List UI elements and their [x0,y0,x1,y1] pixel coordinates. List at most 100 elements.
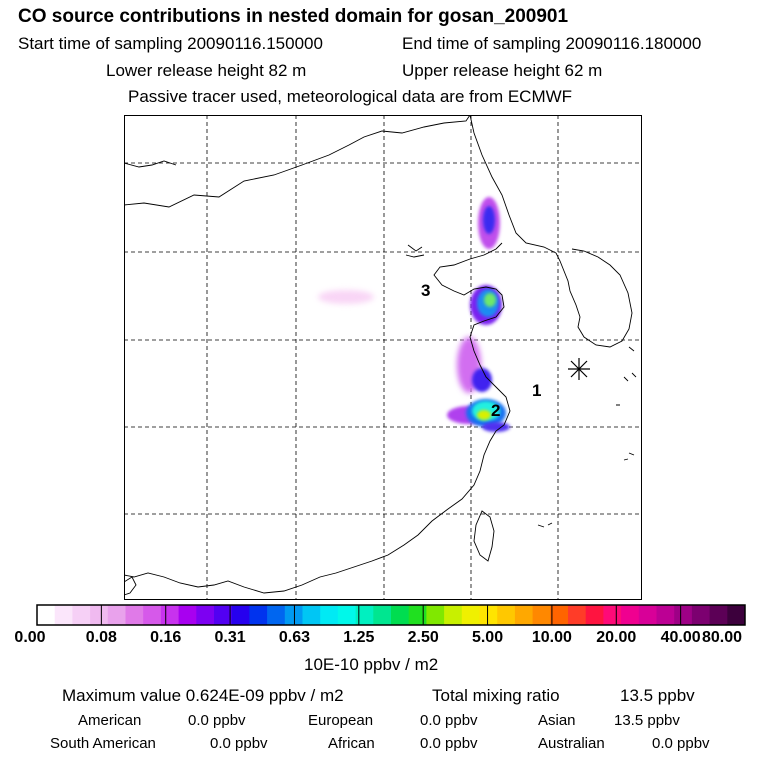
colorbar-cell [214,605,233,625]
colorbar-cell [355,605,374,625]
coast-northeast [469,115,557,254]
colorbar-cells [37,605,746,625]
region-label-african: African [328,735,375,752]
colorbar-cell [160,605,180,625]
plume-south-blue [472,368,492,392]
map-label-2: 2 [491,401,500,420]
islands-south [537,522,553,528]
colorbar-cell [408,605,427,625]
colorbar-tick-label: 1.25 [343,629,375,646]
coast-southwest [124,576,137,596]
region-value-south-american: 0.0 ppbv [210,735,268,752]
colorbar-cell [550,605,569,625]
colorbar-cell [585,605,604,625]
end-time-text: End time of sampling 20090116.180000 [402,34,702,53]
coast-korea [555,248,633,348]
colorbar-cell [532,605,551,625]
colorbar-cell [337,605,357,625]
colorbar-cell [178,605,197,625]
colorbar-dividers [100,605,682,625]
region-label-american: American [78,712,142,729]
colorbar-cell [284,605,303,625]
colorbar-cell [391,605,410,625]
plume-south-tail [482,422,510,432]
colorbar-cell [568,605,587,625]
region-label-asian: Asian [538,712,576,729]
total-mixing-label: Total mixing ratio [432,686,560,705]
colorbar-tick-label: 5.00 [471,629,504,646]
colorbar-cell [107,605,126,625]
plume-mid-peak [484,293,496,307]
lower-height-text: Lower release height 82 m [106,61,307,80]
colorbar [36,604,746,626]
colorbar-tick-label: 0.16 [150,629,182,646]
colorbar-cell [727,605,746,625]
plume-south-peak [477,410,491,420]
islands-japan [616,372,637,406]
region-label-south-american: South American [50,735,156,752]
region-value-asian: 13.5 ppbv [614,712,680,729]
colorbar-cell [143,605,162,625]
plume-faint [318,290,374,304]
start-time-text: Start time of sampling 20090116.150000 [18,34,323,53]
total-mixing-value: 13.5 ppbv [620,686,695,705]
max-value-text: Maximum value 0.624E-09 ppbv / m2 [62,686,344,705]
colorbar-cell [461,605,480,625]
colorbar-cell [125,605,144,625]
colorbar-tick-label: 0.00 [14,629,46,646]
colorbar-cell [320,605,339,625]
colorbar-cell [72,605,91,625]
upper-height-text: Upper release height 62 m [402,61,603,80]
islands-ryukyu [623,452,635,461]
receptor-marker [568,358,590,380]
colorbar-cell [426,605,445,625]
colorbar-cell [196,605,215,625]
region-value-african: 0.0 ppbv [420,735,478,752]
colorbar-cell [674,605,693,625]
colorbar-frame [36,604,746,626]
colorbar-cell [621,605,640,625]
coast-small [405,254,425,258]
border-north [124,115,471,208]
colorbar-tick-label: 0.08 [85,629,117,646]
colorbar-cell [231,605,250,625]
map-panel: 3 1 2 [124,115,642,600]
tracer-info-text: Passive tracer used, meteorological data… [128,87,573,106]
region-value-american: 0.0 ppbv [188,712,246,729]
colorbar-tick-label: 80.00 [701,629,743,646]
colorbar-cell [267,605,286,625]
colorbar-cell [709,605,728,625]
plume-layer [318,197,510,432]
colorbar-cell [444,605,463,625]
colorbar-cell [249,605,268,625]
colorbar-cell [373,605,392,625]
colorbar-cell [514,605,534,625]
colorbar-tick-label: 0.31 [214,629,246,646]
coastlines [124,115,637,596]
coast-taiwan [473,510,495,562]
region-value-australian: 0.0 ppbv [652,735,710,752]
colorbar-tick-label: 40.00 [660,629,701,646]
coast-china [124,242,511,594]
colorbar-cell [497,605,516,625]
colorbar-cell [90,605,109,625]
island [628,346,635,352]
colorbar-cell [603,605,622,625]
figure-title: CO source contributions in nested domain… [18,6,569,27]
region-label-australian: Australian [538,735,605,752]
colorbar-unit: 10E-10 ppbv / m2 [304,655,439,674]
region-label-european: European [308,712,374,729]
colorbar-cell [302,605,321,625]
border-nw [124,160,177,168]
colorbar-tick-label: 20.00 [596,629,637,646]
colorbar-cell [638,605,657,625]
map-label-1: 1 [532,381,541,400]
colorbar-tick-label: 10.00 [531,629,572,646]
colorbar-cell [479,605,498,625]
colorbar-cell [656,605,675,625]
colorbar-tick-label: 2.50 [407,629,439,646]
colorbar-cell [54,605,73,625]
plume-north-core [483,206,495,234]
inland-lake [407,244,423,252]
colorbar-tick-label: 0.63 [278,629,311,646]
